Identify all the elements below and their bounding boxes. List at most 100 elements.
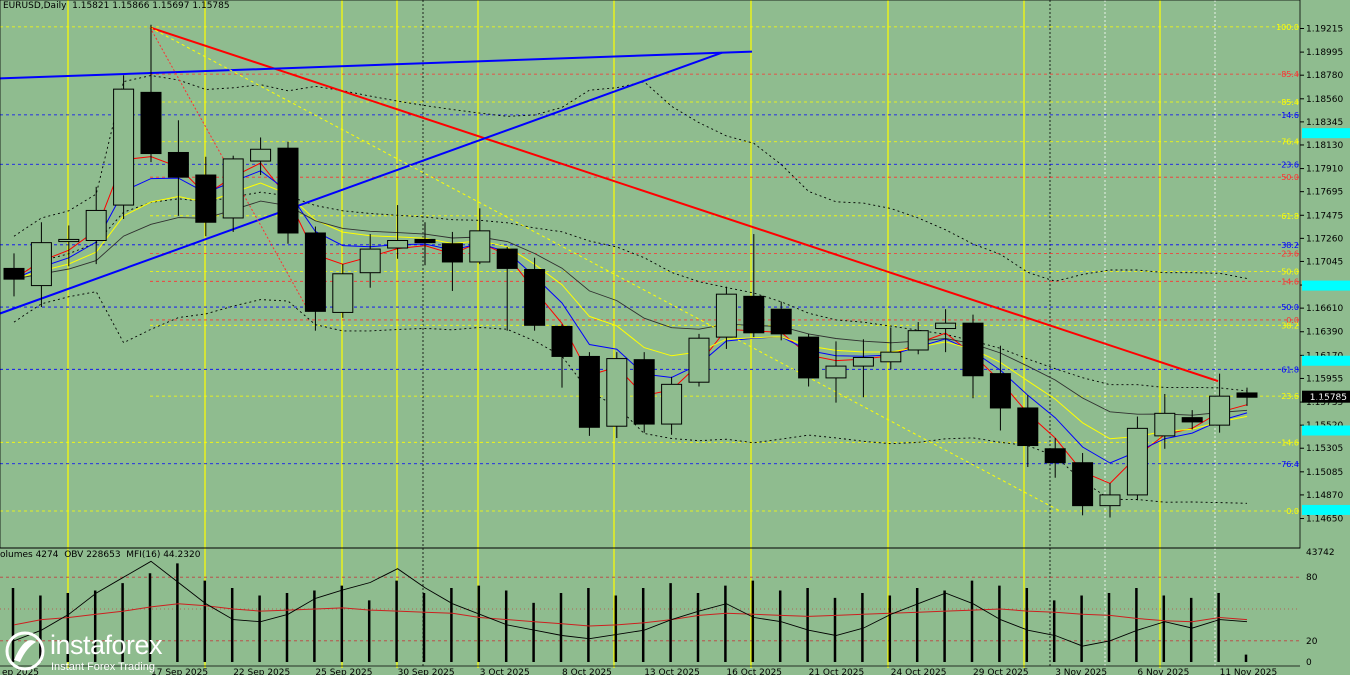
price-tick-label: 1.14650 xyxy=(1306,515,1343,525)
candle-body xyxy=(1044,448,1066,464)
price-tick-label: 1.17045 xyxy=(1306,257,1343,267)
date-label: 11 Nov 2025 xyxy=(1220,668,1278,675)
date-label: 17 Sep 2025 xyxy=(151,668,208,675)
fib-level-label: 38.2 xyxy=(1281,241,1299,250)
bear-candle xyxy=(441,231,463,291)
candle-body xyxy=(551,325,573,357)
moving-averages xyxy=(13,156,1248,484)
candle-body xyxy=(578,355,600,428)
bull-candle xyxy=(469,208,491,265)
price-tick-label: 1.15955 xyxy=(1306,374,1343,384)
candle-body xyxy=(907,330,929,351)
candle-body xyxy=(469,230,491,263)
bear-candle xyxy=(989,345,1011,431)
date-label: 21 Oct 2025 xyxy=(809,668,865,675)
fib-level-label: 14.6 xyxy=(1281,438,1299,447)
candle-body xyxy=(222,158,244,219)
date-label: 6 Nov 2025 xyxy=(1137,668,1189,675)
ma-yellow-line xyxy=(13,182,1248,440)
date-label: 8 Oct 2025 xyxy=(562,668,612,675)
bull-candle xyxy=(1099,483,1121,518)
indicator-tick-label: 20 xyxy=(1306,637,1318,647)
candle-body xyxy=(85,209,107,242)
mfi-line xyxy=(13,603,1248,627)
price-tick-label: 1.17475 xyxy=(1306,211,1343,221)
bear-candle xyxy=(167,120,189,216)
blue-support-trendline xyxy=(0,51,723,315)
candle-body xyxy=(414,238,436,244)
price-tick-label: 1.14870 xyxy=(1306,491,1343,501)
bull-candle xyxy=(332,264,354,318)
bull-candle xyxy=(715,286,737,349)
price-tick-label: 1.18780 xyxy=(1306,71,1343,81)
fib-level-label: 100.0 xyxy=(1276,23,1299,32)
candle-body xyxy=(880,351,902,363)
fib-level-label: 14.6 xyxy=(1281,277,1299,286)
bull-candle xyxy=(387,205,409,259)
price-tick-label: 1.15305 xyxy=(1306,444,1343,454)
date-axis: ep 2025 17 Sep 2025 22 Sep 2025 25 Sep 2025… xyxy=(0,665,1300,675)
blue-channel-line xyxy=(0,50,753,80)
date-label: 24 Oct 2025 xyxy=(891,668,947,675)
candle-body xyxy=(195,174,217,223)
bear-candle xyxy=(1044,438,1066,478)
cyan-level-marker xyxy=(1302,355,1350,366)
date-label: 13 Oct 2025 xyxy=(644,668,700,675)
vertical-markers xyxy=(67,0,1216,668)
fib-level-label: 23.6 xyxy=(1281,392,1299,401)
red-resistance-trendline xyxy=(149,26,1219,383)
candle-body xyxy=(989,373,1011,409)
candle-body xyxy=(496,248,518,269)
bollinger-lower-band xyxy=(13,291,1248,504)
price-tick-label: 1.16610 xyxy=(1306,304,1343,314)
ohlc-quote: 1.15821 1.15866 1.15697 1.15785 xyxy=(72,1,230,11)
candle-body xyxy=(633,359,655,425)
candle-body xyxy=(277,147,299,234)
bull-candle xyxy=(359,234,381,288)
logo-mark-icon xyxy=(5,631,45,671)
candle-body xyxy=(30,242,52,287)
price-tick-label: 1.15085 xyxy=(1306,468,1343,478)
bear-candle xyxy=(1017,395,1039,468)
candle-body xyxy=(798,336,820,379)
candle-body xyxy=(715,293,737,338)
fib-level-label: 14.6 xyxy=(1281,111,1299,120)
candle-body xyxy=(1236,392,1258,398)
price-tick-label: 1.17910 xyxy=(1306,165,1343,175)
bull-candle xyxy=(222,155,244,232)
price-tick-label: 1.17695 xyxy=(1306,188,1343,198)
indicator-header: olumes 4274 OBV 228653 MFI(16) 44.2320 xyxy=(0,550,201,560)
bull-candle xyxy=(58,225,80,267)
candle-body xyxy=(606,358,628,427)
bull-candle xyxy=(935,309,957,353)
candle-body xyxy=(962,322,984,377)
fib-level-label: 76.4 xyxy=(1281,138,1299,147)
bull-candle xyxy=(880,327,902,370)
logo-name: instaforex xyxy=(50,630,163,660)
fib-level-label: 23.6 xyxy=(1281,249,1299,258)
candle-body xyxy=(58,238,80,243)
price-tick-label: 1.16390 xyxy=(1306,328,1343,338)
candle-body xyxy=(688,337,710,383)
date-label: 22 Sep 2025 xyxy=(233,668,290,675)
candle-body xyxy=(167,151,189,178)
bull-candle xyxy=(113,75,135,220)
bollinger-middle-band xyxy=(13,191,1248,392)
bull-candle xyxy=(30,222,52,308)
fib-level-label: 38.2 xyxy=(1281,321,1299,330)
bear-candle xyxy=(1072,453,1094,516)
candle-body xyxy=(743,295,765,334)
bull-candle xyxy=(1209,373,1231,433)
bear-candle xyxy=(770,301,792,341)
candle-body xyxy=(1099,494,1121,507)
instaforex-logo: instaforex Instant Forex Trading xyxy=(4,630,180,673)
fib-level-label: 23.6 xyxy=(1281,160,1299,169)
candle-body xyxy=(1209,395,1231,426)
candle-body xyxy=(825,365,847,379)
fib-level-label: 76.4 xyxy=(1281,460,1299,469)
bear-candle xyxy=(414,222,436,266)
logo-tagline: Instant Forex Trading xyxy=(51,661,155,673)
candle-body xyxy=(250,148,272,162)
indicator-tick-label: 80 xyxy=(1306,573,1318,583)
